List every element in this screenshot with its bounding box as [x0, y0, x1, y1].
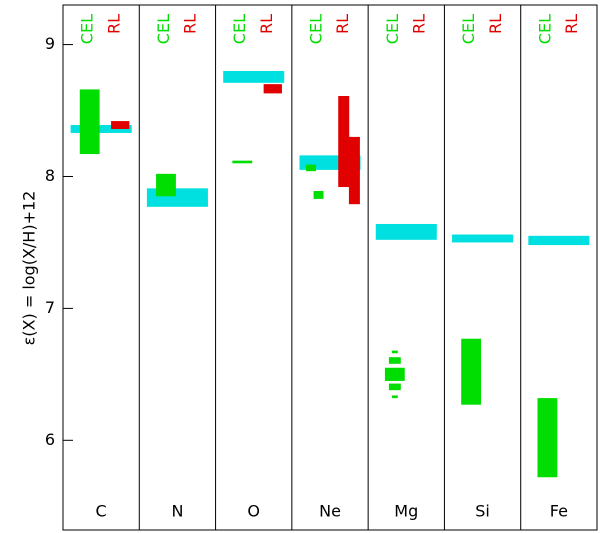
legend-label: CEL	[230, 14, 249, 44]
range-bar	[384, 367, 405, 381]
x-tick-label: C	[96, 502, 107, 521]
x-tick-label: Fe	[550, 502, 568, 521]
range-bar	[156, 173, 176, 197]
y-tick-label: 9	[45, 34, 55, 53]
legend-label: CEL	[535, 14, 554, 44]
legend-label: RL	[562, 14, 581, 34]
range-bar	[391, 395, 398, 399]
legend-label: RL	[104, 14, 123, 34]
legend-label: CEL	[154, 14, 173, 44]
y-axis-label: ε(X) = log(X/H)+12	[20, 191, 39, 346]
legend-label: CEL	[307, 14, 326, 44]
range-bar	[232, 160, 253, 164]
range-bar	[348, 136, 360, 205]
y-tick-label: 6	[45, 430, 55, 449]
range-bar	[70, 125, 132, 133]
range-bar	[223, 70, 285, 83]
x-tick-label: Mg	[394, 502, 418, 521]
range-bar	[305, 164, 316, 172]
range-bar	[388, 383, 401, 391]
legend-label: RL	[181, 14, 200, 34]
range-bar	[461, 338, 482, 405]
legend-label: CEL	[383, 14, 402, 44]
legend-label: RL	[257, 14, 276, 34]
plot-frame	[62, 4, 598, 531]
range-bar	[313, 190, 324, 199]
legend-label: CEL	[459, 14, 478, 44]
legend-label: RL	[486, 14, 505, 34]
legend-label: RL	[410, 14, 429, 34]
range-bar	[388, 357, 401, 364]
legend-label: RL	[333, 14, 352, 34]
x-tick-label: O	[247, 502, 260, 521]
x-tick-label: N	[171, 502, 183, 521]
range-bar	[528, 235, 590, 246]
range-bar	[111, 121, 130, 129]
range-bar	[375, 223, 437, 240]
legend-label: CEL	[78, 14, 97, 44]
range-bar	[391, 350, 398, 354]
range-bar	[537, 398, 558, 478]
y-tick-label: 8	[45, 166, 55, 185]
range-bar	[79, 89, 100, 155]
x-tick-label: Si	[475, 502, 490, 521]
x-tick-label: Ne	[319, 502, 341, 521]
range-bar	[338, 96, 350, 188]
y-tick-label: 7	[45, 298, 55, 317]
range-bar	[263, 84, 282, 94]
range-bar	[452, 234, 514, 243]
